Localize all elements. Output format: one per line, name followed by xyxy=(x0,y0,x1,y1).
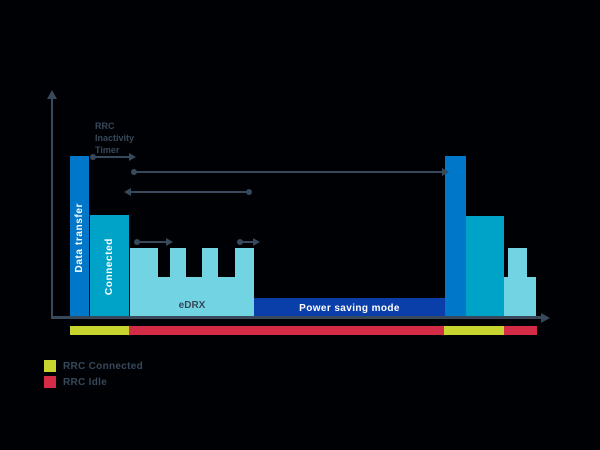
edrx-period-arrow xyxy=(124,188,252,196)
rrc-idle-strip xyxy=(129,326,444,335)
power-saving-mode-bar: Power saving mode xyxy=(254,298,445,319)
rrc-inactivity-timer-note: RRC Inactivity Timer xyxy=(95,121,135,155)
edrx-cycle-arrow xyxy=(134,238,173,246)
rrc-idle-strip-2 xyxy=(504,326,537,335)
data-transfer-bar-2 xyxy=(445,156,466,319)
connected-label: Connected xyxy=(104,238,115,296)
arrow-dot xyxy=(237,239,243,245)
data-transfer-label: Data transfer xyxy=(74,202,85,273)
y-axis xyxy=(51,98,53,319)
arrowhead-right-icon xyxy=(166,238,173,246)
legend: RRC Connected RRC Idle xyxy=(44,360,143,392)
rrc-connected-label: RRC Connected xyxy=(63,360,144,372)
arrowhead-left-icon xyxy=(124,188,131,196)
legend-item-rrc-connected: RRC Connected xyxy=(44,360,143,372)
rrc-inactivity-timer-arrow xyxy=(90,153,136,161)
edrx-paging-tooth xyxy=(235,248,254,277)
x-axis xyxy=(51,316,543,319)
arrowhead-right-icon xyxy=(442,168,449,176)
y-axis-arrowhead-icon xyxy=(47,90,57,99)
rrc-connected-swatch xyxy=(44,360,56,372)
edrx-base-bar-2 xyxy=(504,277,536,319)
arrow-dot xyxy=(90,154,96,160)
edrx-paging-tooth xyxy=(202,248,218,277)
power-saving-mode-label: Power saving mode xyxy=(299,303,400,314)
arrowhead-right-icon xyxy=(253,238,260,246)
x-axis-arrowhead-icon xyxy=(541,313,550,323)
rrc-connected-strip xyxy=(70,326,129,335)
sleep-period-arrow xyxy=(131,168,449,176)
arrow-dot xyxy=(134,239,140,245)
edrx-paging-tooth-2 xyxy=(508,248,527,277)
paging-window-arrow xyxy=(237,238,260,246)
rrc-connected-strip-2 xyxy=(444,326,504,335)
connected-bar: Connected xyxy=(90,215,129,319)
legend-item-rrc-idle: RRC Idle xyxy=(44,376,143,388)
rrc-idle-label: RRC Idle xyxy=(63,376,108,388)
arrowhead-right-icon xyxy=(129,153,136,161)
edrx-paging-tooth xyxy=(130,248,158,277)
edrx-paging-tooth xyxy=(170,248,186,277)
data-transfer-bar: Data transfer xyxy=(70,156,89,319)
arrow-dot xyxy=(131,169,137,175)
arrow-dot xyxy=(246,189,252,195)
connected-bar-2 xyxy=(466,216,504,319)
edrx-base-bar xyxy=(130,277,254,319)
rrc-idle-swatch xyxy=(44,376,56,388)
edrx-label: eDRX xyxy=(178,300,206,311)
